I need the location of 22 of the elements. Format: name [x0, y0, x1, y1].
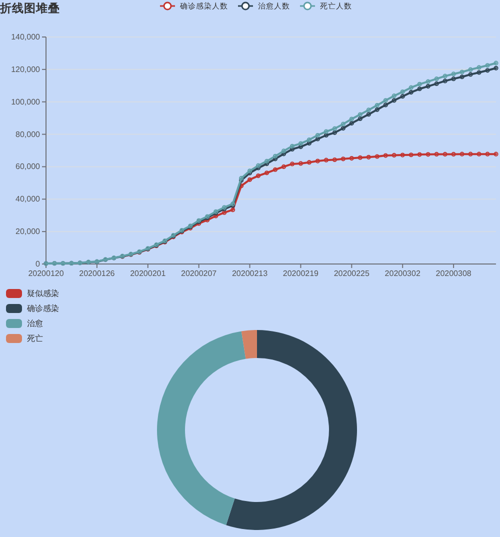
x-tick-label: 20200201	[130, 269, 166, 278]
y-tick-label: 80,000	[16, 130, 40, 139]
title: 折线图堆叠	[0, 3, 60, 15]
y-tick-label: 120,000	[11, 64, 40, 74]
x-tick-label: 20200308	[436, 269, 472, 278]
x-tick-label: 20200207	[181, 269, 217, 278]
y-tick-label: 60,000	[16, 162, 40, 172]
legend-label: 治愈	[27, 319, 43, 328]
y-tick-label: 20,000	[16, 227, 40, 236]
legend-label: 疑似感染	[27, 289, 59, 298]
x-tick-label: 20200120	[28, 269, 64, 278]
y-tick-label: 40,000	[16, 194, 40, 204]
y-tick-label: 140,000	[11, 32, 40, 42]
y-tick-label: 100,000	[11, 97, 40, 106]
legend-label: 死亡	[27, 334, 43, 343]
y-tick-label: 0	[36, 260, 40, 268]
x-tick-label: 20200219	[282, 269, 319, 278]
x-tick-label: 20200213	[232, 269, 268, 278]
legend-label: 确诊感染	[26, 304, 59, 313]
x-tick-label: 20200302	[384, 269, 420, 278]
x-tick-label: 20200225	[334, 269, 370, 278]
x-tick-label: 20200126	[79, 269, 115, 278]
